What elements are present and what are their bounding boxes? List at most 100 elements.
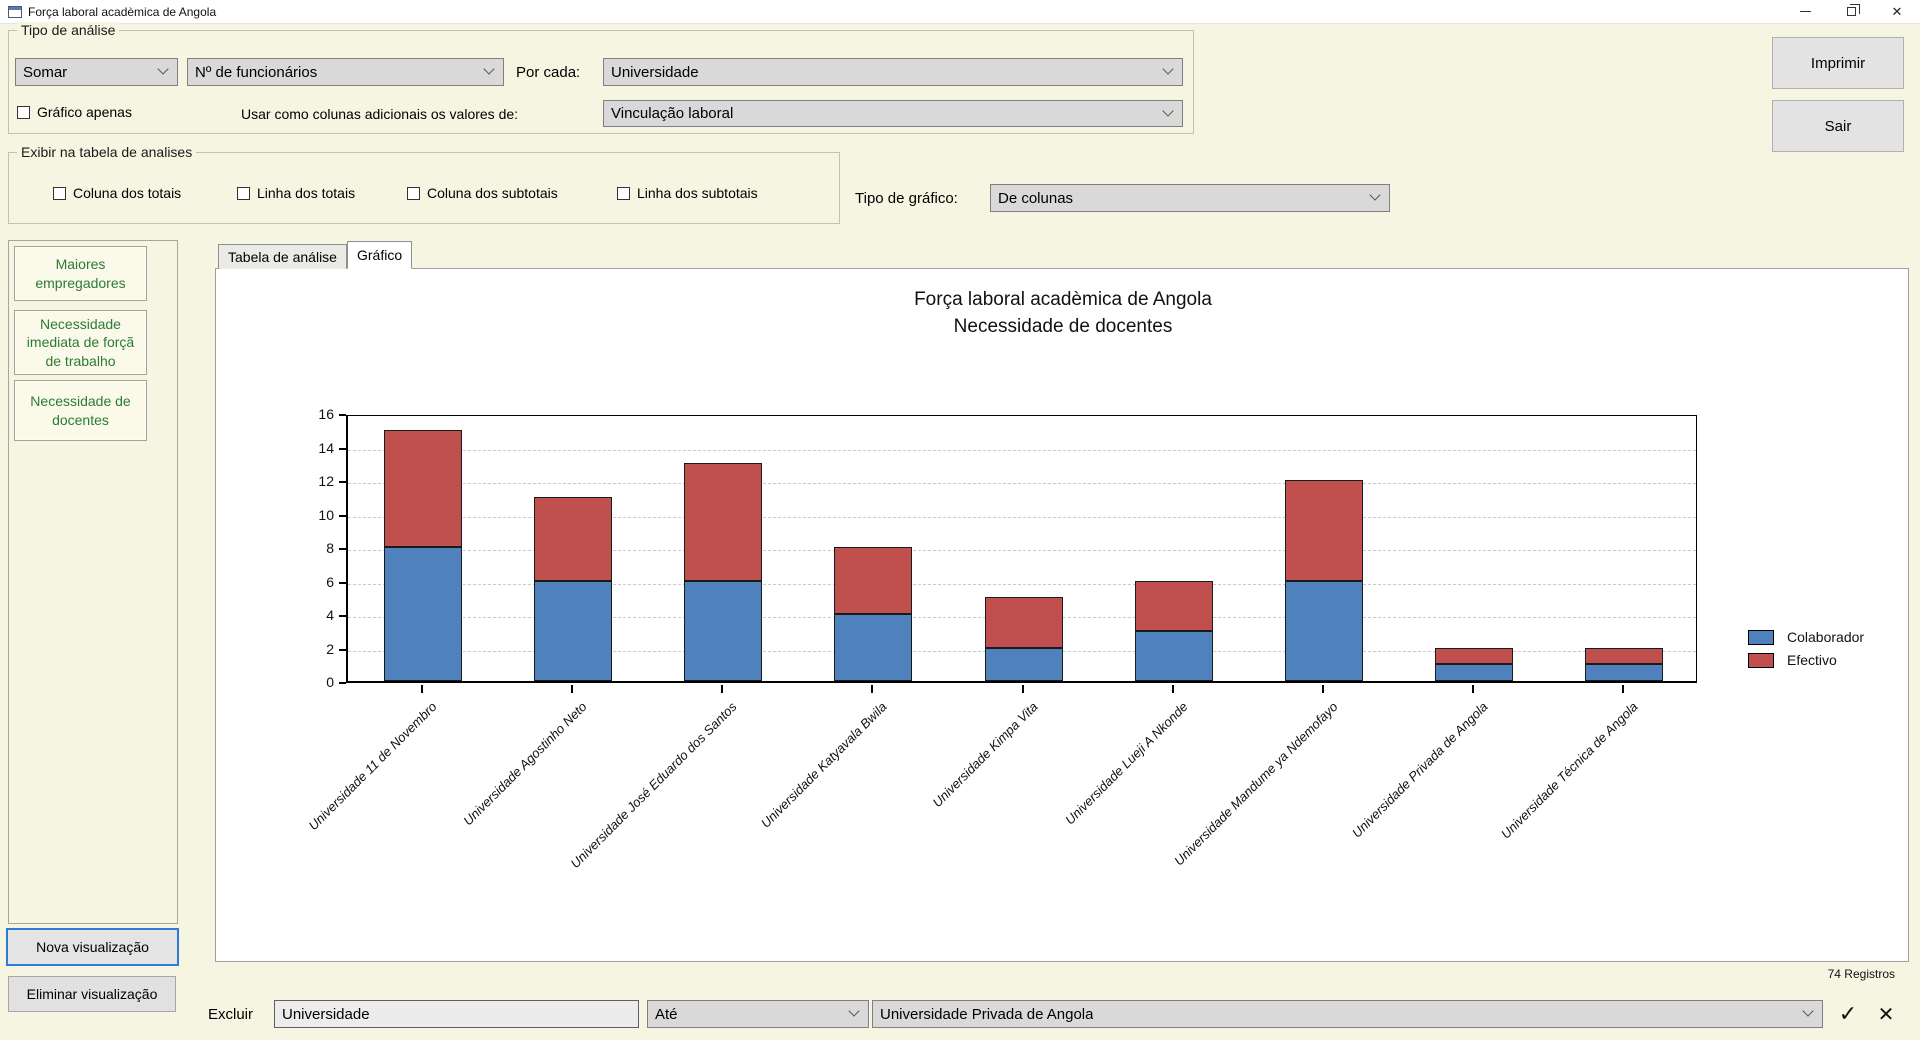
bar-efectivo-universidade-privada-de-angola — [1434, 647, 1513, 665]
checkbox-coluna-dos-totais[interactable]: Coluna dos totais — [53, 185, 181, 201]
ytick-mark — [339, 414, 346, 416]
ytick-mark — [339, 648, 346, 651]
x-icon[interactable]: ✕ — [1877, 1003, 1895, 1026]
minimize-icon — [1799, 11, 1811, 12]
gridline-y8 — [348, 550, 1696, 551]
legend-label: Efectivo — [1787, 652, 1837, 668]
tab-grafico[interactable]: Gráfico — [346, 241, 413, 269]
exibir-label: Exibir na tabela de analises — [17, 144, 197, 160]
window-title: Força laboral acadèmica de Angola — [28, 4, 217, 19]
chart-legend: Colaborador Efectivo — [1748, 629, 1864, 675]
tipo-de-analise-label: Tipo de análise — [17, 22, 120, 38]
bar-colaborador-universidade-tecnica-de-angola — [1584, 664, 1663, 681]
ytick-label-0: 0 — [326, 674, 334, 690]
close-icon: ✕ — [1891, 3, 1903, 19]
filter-field-input[interactable]: Universidade — [274, 1000, 639, 1028]
sair-button[interactable]: Sair — [1772, 100, 1904, 152]
checkbox-coluna-dos-subtotais[interactable]: Coluna dos subtotais — [407, 185, 558, 201]
chevron-down-icon — [1802, 1005, 1814, 1017]
bar-colaborador-universidade-11-de-novembro — [384, 547, 463, 681]
bar-efectivo-universidade-11-de-novembro — [384, 429, 463, 547]
filter-operator-select[interactable]: Até — [647, 1000, 869, 1028]
bar-efectivo-universidade-jose-eduardo-dos-santos — [684, 463, 763, 581]
ytick-mark — [339, 447, 346, 450]
sidebar-panel: Maiores empregadores Necessidade imediata… — [8, 240, 178, 924]
legend-item-colaborador: Colaborador — [1748, 629, 1864, 645]
checkbox-box — [407, 186, 420, 200]
legend-item-efectivo: Efectivo — [1748, 652, 1864, 668]
extra-columns-select[interactable]: Vinculação laboral — [603, 100, 1183, 127]
ytick-mark — [339, 481, 346, 483]
restore-icon — [1846, 4, 1860, 16]
legend-swatch-colaborador — [1748, 629, 1774, 645]
chevron-down-icon — [1162, 63, 1174, 75]
sidebar-button-necessidade-imediata-de-forca-de-trabalho[interactable]: Necessidade imediata de forçã de trabalh… — [14, 310, 147, 375]
chevron-down-icon — [1369, 189, 1381, 201]
ytick-mark — [339, 581, 346, 584]
app-icon — [8, 5, 22, 18]
gridline-y10 — [348, 516, 1696, 518]
xtick-label-universidade-kimpa-vita: Universidade Kimpa Vita — [929, 699, 1041, 811]
tipo-de-analise-groupbox: Tipo de análise Somar Nº de funcionários… — [8, 22, 1194, 134]
xtick-mark — [1321, 685, 1324, 693]
exibir-groupbox: Exibir na tabela de analises Coluna dos … — [8, 144, 840, 224]
checkbox-box — [17, 105, 30, 119]
checkbox-linha-dos-subtotais[interactable]: Linha dos subtotais — [617, 185, 758, 201]
chart-type-select[interactable]: De colunas — [990, 184, 1390, 212]
bar-colaborador-universidade-jose-eduardo-dos-santos — [684, 580, 763, 681]
ytick-label-6: 6 — [326, 573, 334, 590]
eliminar-visualizacao-button[interactable]: Eliminar visualização — [8, 976, 176, 1012]
field-select[interactable]: Nº de funcionários — [187, 58, 504, 86]
por-cada-label: Por cada: — [516, 64, 581, 81]
bar-efectivo-universidade-mandume-ya-ndemofayo — [1284, 480, 1363, 581]
window-title-bar: Força laboral acadèmica de Angola ✕ — [0, 0, 1920, 24]
plot-area — [346, 415, 1697, 683]
checkbox-linha-dos-totais[interactable]: Linha dos totais — [237, 185, 355, 201]
tipo-de-grafico-label: Tipo de gráfico: — [855, 190, 958, 207]
bar-efectivo-universidade-lueji-a-nkonde — [1134, 580, 1213, 631]
sidebar-button-maiores-empregadores[interactable]: Maiores empregadores — [14, 246, 147, 301]
xtick-label-universidade-privada-de-angola: Universidade Privada de Angola — [1348, 699, 1491, 841]
tab-bar: Tabela de análise Gráfico — [218, 241, 413, 269]
nova-visualizacao-button[interactable]: Nova visualização — [6, 928, 179, 966]
chevron-down-icon — [1162, 104, 1174, 117]
xtick-label-universidade-katyavala-bwila: Universidade Katyavala Bwila — [758, 699, 890, 831]
legend-label: Colaborador — [1787, 629, 1865, 645]
xtick-mark — [721, 685, 724, 693]
xtick-label-universidade-mandume-ya-ndemofayo: Universidade Mandume ya Ndemofayo — [1170, 699, 1341, 869]
records-count: 74 Registros — [1827, 967, 1895, 981]
gridline-y14 — [348, 449, 1696, 451]
restore-button[interactable] — [1828, 0, 1874, 23]
sidebar-button-necessidade-de-docentes[interactable]: Necessidade de docentes — [14, 380, 147, 441]
per-select[interactable]: Universidade — [603, 58, 1183, 86]
grafico-apenas-checkbox[interactable]: Gráfico apenas — [17, 104, 132, 120]
ytick-mark — [339, 615, 346, 617]
checkbox-box — [617, 186, 630, 200]
chevron-down-icon — [848, 1005, 860, 1017]
xtick-mark — [1471, 685, 1474, 693]
minimize-button[interactable] — [1782, 0, 1828, 23]
ytick-label-14: 14 — [318, 439, 334, 456]
bar-colaborador-universidade-lueji-a-nkonde — [1134, 630, 1213, 681]
xtick-mark — [571, 685, 574, 693]
xtick-label-universidade-tecnica-de-angola: Universidade Técnica de Angola — [1497, 699, 1641, 842]
checkbox-box — [237, 186, 250, 200]
operation-select[interactable]: Somar — [15, 58, 178, 86]
xtick-label-universidade-11-de-novembro: Universidade 11 de Novembro — [305, 699, 440, 834]
bar-colaborador-universidade-katyavala-bwila — [834, 614, 913, 681]
bar-colaborador-universidade-privada-de-angola — [1434, 664, 1513, 681]
xtick-label-universidade-lueji-a-nkonde: Universidade Lueji A Nkonde — [1061, 699, 1191, 828]
tab-tabela-de-analise[interactable]: Tabela de análise — [218, 244, 347, 269]
checkbox-box — [53, 186, 66, 200]
close-button[interactable]: ✕ — [1874, 0, 1920, 23]
xtick-mark — [871, 685, 874, 693]
chart-title: Força laboral acadèmica de Angola — [914, 289, 1212, 310]
imprimir-button[interactable]: Imprimir — [1772, 37, 1904, 89]
ytick-label-16: 16 — [318, 406, 334, 422]
check-icon[interactable]: ✓ — [1838, 1001, 1858, 1026]
xtick-mark — [1021, 685, 1024, 693]
filter-value-select[interactable]: Universidade Privada de Angola — [872, 1000, 1823, 1028]
legend-swatch-efectivo — [1748, 652, 1774, 668]
chevron-down-icon — [157, 63, 169, 75]
xtick-mark — [1621, 685, 1624, 693]
